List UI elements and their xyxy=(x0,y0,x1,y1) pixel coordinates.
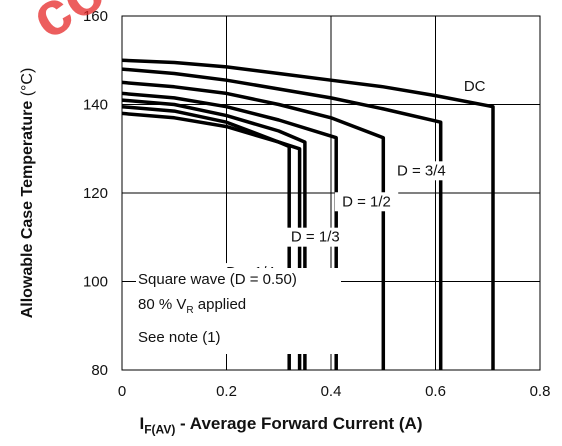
curve-d-3-4 xyxy=(121,67,443,370)
note-line-2-rest: applied xyxy=(193,296,247,313)
note-line-3: See note (1) xyxy=(138,329,221,346)
y-tick-label: 120 xyxy=(83,185,108,202)
x-tick-label: 0.4 xyxy=(321,383,342,400)
curve-annotation-bg xyxy=(334,192,399,212)
curve-dc xyxy=(121,58,495,370)
x-axis-label: IF(AV) - Average Forward Current (A) xyxy=(0,414,562,436)
x-tick-label: 0.6 xyxy=(425,383,446,400)
curve-annotation-bg xyxy=(463,77,486,97)
curve-annotation-bg xyxy=(389,161,454,181)
curve-annotation: D = 1/3 xyxy=(291,229,340,246)
note-line-2-sub: R xyxy=(186,305,194,316)
x-axis-label-rest: - Average Forward Current (A) xyxy=(175,414,423,433)
x-axis-label-sub: F(AV) xyxy=(144,422,176,437)
curve-d-1-3 xyxy=(121,91,338,370)
y-tick-label: 160 xyxy=(83,8,108,25)
x-axis-label-main: I xyxy=(139,414,145,433)
note-line-1: Square wave (D = 0.50) xyxy=(138,271,297,288)
curve-annotation: D = 3/4 xyxy=(397,162,446,179)
curve-square-wave-d-0-50 xyxy=(121,111,302,370)
note-line-2-main: 80 % V xyxy=(138,296,187,313)
curve-annotation: DC xyxy=(464,78,486,95)
x-tick-label: 0.2 xyxy=(216,383,237,400)
x-tick-label: 0 xyxy=(118,383,126,400)
note-box xyxy=(136,268,341,354)
curve-d-1-2 xyxy=(121,80,386,370)
curve-d-1-5 xyxy=(121,104,291,370)
y-tick-label: 140 xyxy=(83,97,108,114)
y-tick-label: 80 xyxy=(91,362,108,379)
curve-d-1-4 xyxy=(121,98,307,370)
x-tick-label: 0.8 xyxy=(530,383,551,400)
curve-annotation-bg xyxy=(283,227,348,247)
tick-labels: 0 0.2 0.4 0.6 0.8 80 100 120 140 160 xyxy=(83,8,550,400)
curves xyxy=(121,58,495,370)
note-line-2: 80 % VR applied xyxy=(138,296,246,316)
y-tick-label: 100 xyxy=(83,274,108,291)
curve-annotation: D = 1/2 xyxy=(342,193,391,210)
